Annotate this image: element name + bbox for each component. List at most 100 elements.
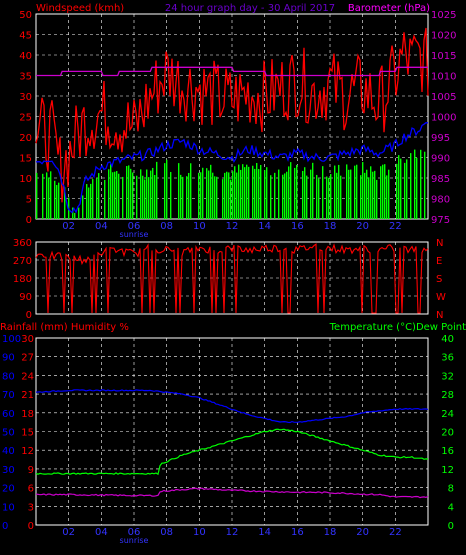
wind-average-line [35,122,429,214]
wind-bar [296,164,298,219]
wind-bar [146,169,148,219]
humidity-ytick-label: 100 [2,334,21,345]
wind-bar [132,172,134,219]
wind-bar [36,172,38,219]
wind-bar [238,164,240,219]
wind-bar [230,179,232,219]
wind-bar [142,175,144,219]
wind-bar [360,175,362,219]
direction-ytick-label: 270 [13,256,32,267]
rain-ytick-label: 27 [21,353,34,364]
wind-bar [388,169,390,219]
temp-xtick-label: 12 [226,527,239,538]
temp-xtick-label: 22 [389,527,402,538]
baro-ytick-label: 1005 [431,92,456,103]
baro-ytick-label: 975 [431,215,450,226]
temp-xtick-label: 20 [356,527,369,538]
wind-bar [410,153,412,219]
wind-bar [180,174,182,219]
rainfall-humidity-title: Rainfall (mm) Humidity % [0,322,129,333]
wind-bar [190,163,192,219]
wind-bar [208,170,210,219]
rain-ytick-label: 9 [28,465,34,476]
wind-bar [244,167,246,219]
wind-xtick-label: 16 [291,221,304,232]
compass-tick-label: W [436,292,446,303]
baro-ytick-label: 1015 [431,51,456,62]
baro-ytick-label: 1000 [431,113,456,124]
humidity-ytick-label: 90 [2,353,15,364]
wind-bar [64,187,66,219]
wind-bar [310,169,312,219]
wind-bar [130,168,132,219]
temp-xtick-label: 02 [62,527,75,538]
wind-bar [416,157,418,219]
wind-bar [372,171,374,219]
wind-bar [72,207,74,219]
wind-bar [122,176,124,219]
wind-bar [46,172,48,219]
baro-ytick-label: 995 [431,133,450,144]
compass-tick-label: N [436,310,443,321]
wind-bar [270,175,272,219]
wind-ytick-label: 40 [19,51,32,62]
wind-xtick-label: 12 [226,221,239,232]
wind-bar [200,172,202,219]
wind-ytick-label: 5 [26,195,32,206]
temperature-ytick-label: 28 [441,390,454,401]
wind-bar [90,183,92,219]
wind-bar [336,172,338,219]
wind-bar [188,172,190,219]
wind-bar [260,164,262,219]
wind-bar [206,168,208,219]
temperature-ytick-label: 40 [441,334,454,345]
temperature-ytick-label: 0 [448,521,454,532]
temperature-ytick-label: 8 [448,484,454,495]
wind-ytick-label: 30 [19,92,32,103]
barometer-line [36,66,428,77]
baro-ytick-label: 990 [431,154,450,165]
wind-bar [376,179,378,219]
baro-ytick-label: 1010 [431,72,456,83]
wind-bar [126,166,128,219]
wind-bar [118,173,120,219]
wind-bar [212,172,214,219]
humidity-ytick-label: 60 [2,409,15,420]
compass-tick-label: E [436,256,442,267]
humidity-ytick-label: 30 [2,465,15,476]
wind-bar [386,175,388,219]
wind-bar [356,164,358,219]
temperature-line [35,428,429,476]
direction-ytick-label: 360 [13,238,32,249]
dew-point-line [35,487,429,499]
wind-bar [366,169,368,219]
temperature-ytick-label: 32 [441,371,454,382]
wind-bar [290,162,292,219]
wind-bar [136,175,138,219]
wind-bar [248,166,250,219]
wind-bar [326,176,328,219]
wind-bar [50,171,52,219]
wind-bar [288,166,290,219]
graph-title: 24 hour graph day - 30 April 2017 [165,3,335,14]
wind-bar [210,164,212,219]
wind-bar [156,161,158,219]
humidity-line [35,389,429,424]
wind-bar [54,180,56,219]
wind-bar [370,166,372,219]
wind-bar [96,178,98,219]
wind-bar [312,162,314,219]
humidity-ytick-label: 0 [2,521,8,532]
wind-xtick-label: 04 [95,221,108,232]
wind-bar [114,171,116,219]
wind-bar [186,176,188,219]
rain-ytick-label: 15 [21,428,34,439]
temperature-ytick-label: 20 [441,428,454,439]
wind-bar [284,173,286,219]
direction-line [35,243,429,314]
wind-bar [92,179,94,219]
wind-bar [294,167,296,219]
wind-bar [340,175,342,219]
wind-bar [286,171,288,219]
wind-bar [362,162,364,219]
